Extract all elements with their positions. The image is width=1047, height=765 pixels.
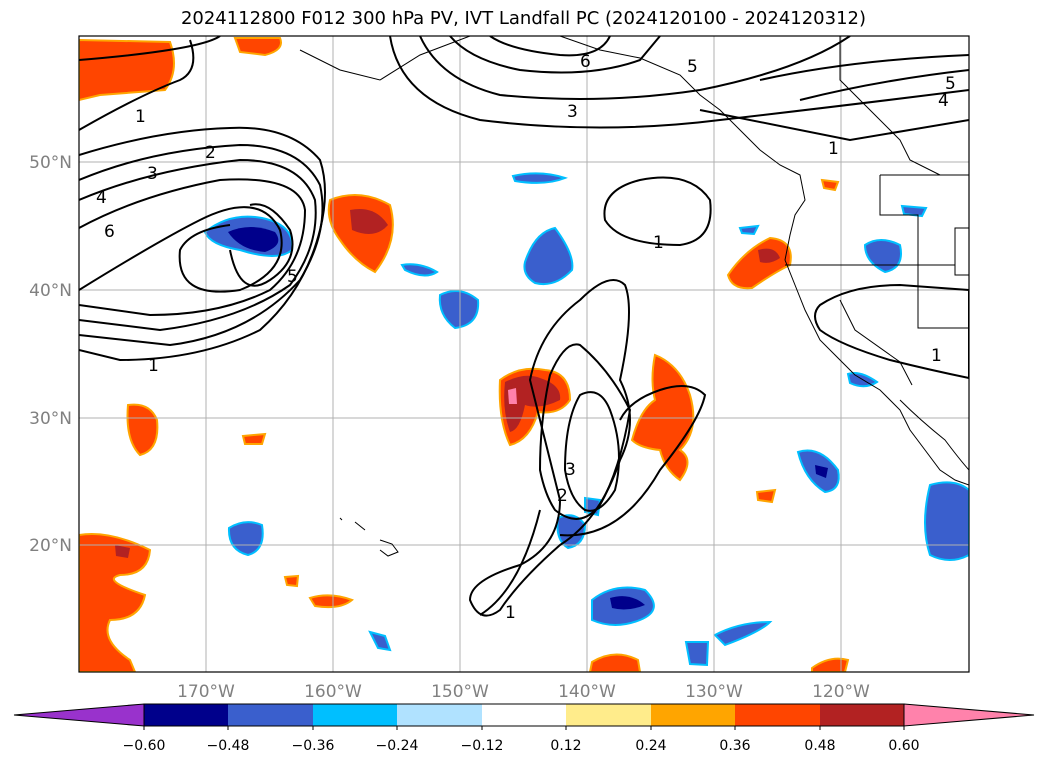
lat-label: 30°N	[29, 409, 72, 429]
pv-strong-negative-area	[610, 596, 645, 610]
pv-strong-negative-area	[815, 465, 828, 478]
pv-positive-area	[820, 178, 840, 192]
colorbar-tick: 0.48	[804, 738, 835, 754]
lat-label: 20°N	[29, 536, 72, 556]
colorbar-segment	[566, 704, 651, 726]
lon-label: 140°W	[558, 682, 616, 702]
pv-negative-area	[523, 226, 574, 286]
colorbar-tick: 0.12	[550, 738, 581, 754]
pv-positive-area	[588, 653, 642, 672]
contour-label: 1	[931, 346, 942, 366]
ivt-contours	[79, 36, 969, 617]
colorbar-segment	[735, 704, 820, 726]
colorbar-tick: 0.24	[635, 738, 666, 754]
colorbar-tick: −0.60	[123, 738, 166, 754]
contour-label: 1	[505, 603, 516, 623]
contour-label: 2	[205, 143, 216, 163]
pv-positive-area	[811, 657, 850, 672]
coastlines	[299, 36, 969, 557]
pv-positive-area	[79, 533, 152, 672]
pv-negative-area	[556, 514, 587, 550]
contour-label: 3	[567, 102, 578, 122]
pv-strong-positive-area	[758, 248, 780, 263]
latitude-labels: 50°N 40°N 30°N 20°N	[29, 153, 72, 556]
contour-label: 4	[96, 188, 107, 208]
pv-negative-area	[900, 204, 928, 218]
pv-positive-area	[241, 432, 267, 445]
contour-label: 5	[687, 57, 698, 77]
pv-strong-positive-area	[115, 545, 130, 558]
contour-label: 1	[148, 356, 159, 376]
colorbar-tick: −0.36	[292, 738, 335, 754]
pv-positive-area	[283, 574, 300, 588]
colorbar-min-extend	[13, 703, 145, 727]
lon-label: 170°W	[177, 682, 235, 702]
colorbar-max-extend	[903, 703, 1035, 727]
contour-labels: 1 2 3 4 6 5 1 6 5 3 1 5 4 1 1 3 2 1	[96, 52, 956, 623]
pv-positive-area	[233, 37, 282, 57]
contour-label: 6	[580, 52, 591, 72]
lon-label: 160°W	[304, 682, 362, 702]
pv-negative-area	[713, 620, 773, 647]
colorbar: −0.60 −0.48 −0.36 −0.24 −0.12 0.12 0.24 …	[13, 703, 1035, 754]
colorbar-tick: −0.48	[207, 738, 250, 754]
contour-label: 1	[653, 233, 664, 253]
colorbar-tick: −0.12	[461, 738, 504, 754]
colorbar-segment	[482, 704, 566, 726]
map-frame	[78, 35, 970, 673]
colorbar-tick: −0.24	[376, 738, 419, 754]
map-area	[79, 36, 969, 672]
contour-label: 1	[828, 139, 839, 159]
lon-label: 130°W	[685, 682, 743, 702]
chart-title: 2024112800 F012 300 hPa PV, IVT Landfall…	[180, 8, 867, 29]
colorbar-segment	[820, 704, 904, 726]
pv-negative-area	[863, 239, 902, 274]
contour-label: 3	[565, 460, 576, 480]
colorbar-tick: 0.36	[719, 738, 750, 754]
colorbar-segment	[651, 704, 735, 726]
lat-label: 40°N	[29, 281, 72, 301]
contour-label: 5	[287, 267, 298, 287]
pv-strong-negative-area	[228, 227, 279, 252]
pv-negative-area	[368, 630, 392, 652]
contour-label: 4	[938, 91, 949, 111]
pv-positive-area	[755, 488, 777, 504]
pv-negative-area	[400, 263, 439, 277]
contour-label: 3	[147, 164, 158, 184]
pv-negative-area	[924, 481, 969, 561]
lon-label: 120°W	[812, 682, 870, 702]
colorbar-tick: 0.60	[888, 738, 919, 754]
pv-positive-area	[308, 594, 354, 609]
longitude-labels: 170°W 160°W 150°W 140°W 130°W 120°W	[177, 682, 870, 702]
pv-peak-positive-area	[508, 388, 517, 404]
colorbar-segment	[313, 704, 397, 726]
contour-label: 2	[557, 486, 568, 506]
contour-label: 6	[104, 222, 115, 242]
pv-negative-area	[684, 641, 710, 667]
pv-strong-positive-area	[350, 209, 388, 234]
lat-label: 50°N	[29, 153, 72, 173]
pv-positive-area	[126, 403, 159, 457]
colorbar-segment	[228, 704, 313, 726]
contour-label: 5	[945, 74, 956, 94]
pv-negative-area	[511, 172, 568, 184]
pv-positive-area	[79, 38, 175, 102]
colorbar-segment	[397, 704, 482, 726]
colorbar-segment	[144, 704, 228, 726]
lon-label: 150°W	[431, 682, 489, 702]
contour-label: 1	[135, 107, 146, 127]
pv-negative-area	[738, 224, 760, 236]
